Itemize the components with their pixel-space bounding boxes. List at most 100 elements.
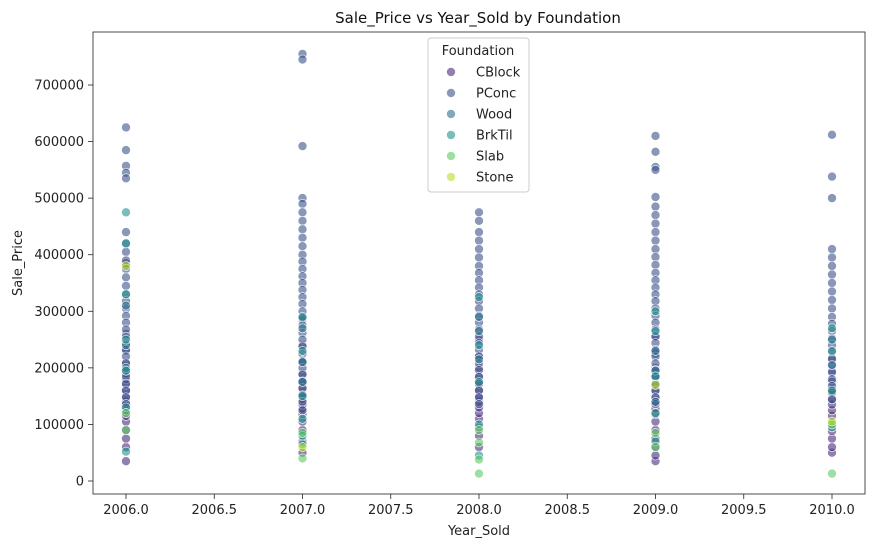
point-slab-6: [474, 437, 484, 448]
point-brktil-22: [650, 306, 661, 317]
point-pconc-34: [297, 207, 308, 218]
point-pconc-37: [297, 232, 308, 243]
legend-title: Foundation: [442, 44, 515, 59]
point-wood-7: [474, 326, 484, 336]
x-tick-label: 2010.0: [809, 503, 855, 518]
y-tick-label: 200000: [34, 361, 84, 376]
point-slab-10: [827, 468, 837, 479]
y-axis-label: Sale_Price: [11, 230, 26, 296]
point-wood-5: [297, 377, 308, 387]
point-pconc-35: [297, 216, 308, 226]
legend-label-pconc: PConc: [476, 87, 516, 102]
point-wood-6: [474, 354, 484, 365]
point-brktil-19: [650, 408, 661, 418]
point-cblock-0: [121, 456, 131, 467]
x-tick-label: 2007.0: [280, 503, 326, 518]
point-cblock-48: [650, 450, 661, 461]
legend: Foundation CBlock PConc Wood BrkTil Slab Ston…: [427, 37, 530, 193]
x-tick-label: 2007.5: [368, 503, 414, 518]
point-pconc-31: [297, 141, 308, 151]
point-stone-0: [121, 261, 131, 271]
point-pconc-65: [474, 235, 484, 246]
point-pconc-131: [827, 295, 837, 305]
point-brktil-3: [121, 334, 131, 345]
x-tick-label: 2006.5: [192, 503, 238, 518]
x-tick-label: 2008.5: [545, 503, 591, 518]
legend-label-brktil: BrkTil: [476, 129, 513, 144]
point-brktil-25: [827, 346, 837, 356]
legend-marker-stone: [446, 172, 456, 182]
point-wood-1: [121, 300, 131, 311]
point-pconc-95: [650, 210, 661, 220]
point-wood-3: [297, 357, 308, 368]
point-brktil-11: [297, 346, 308, 356]
point-pconc-89: [650, 131, 661, 141]
x-axis-label: Year_Sold: [447, 524, 510, 539]
point-pconc-66: [474, 244, 484, 254]
y-tick-label: 100000: [34, 418, 84, 433]
point-pconc-38: [297, 241, 308, 251]
legend-marker-cblock: [446, 67, 456, 77]
point-pconc-1: [121, 145, 131, 155]
point-wood-8: [474, 312, 484, 322]
point-brktil-4: [121, 289, 131, 300]
point-stone-2: [650, 379, 661, 390]
point-wood-4: [297, 323, 308, 334]
data-points: [121, 49, 837, 479]
y-tick-label: 400000: [34, 248, 84, 263]
point-slab-8: [650, 442, 661, 452]
point-brktil-26: [827, 323, 837, 334]
point-pconc-96: [650, 218, 661, 229]
point-brktil-2: [121, 365, 131, 376]
point-brktil-5: [121, 238, 131, 249]
point-pconc-125: [827, 244, 837, 254]
point-pconc-30: [297, 54, 308, 65]
point-pconc-0: [121, 122, 131, 133]
y-tick-label: 500000: [34, 192, 84, 207]
point-slab-1: [121, 408, 131, 418]
point-pconc-123: [827, 171, 837, 182]
point-wood-9: [650, 346, 661, 356]
point-pconc-11: [121, 280, 131, 291]
point-brktil-20: [650, 371, 661, 382]
point-wood-12: [827, 334, 837, 345]
point-pconc-129: [827, 278, 837, 288]
point-pconc-63: [474, 216, 484, 226]
point-cblock-64: [827, 442, 837, 452]
point-brktil-17: [474, 292, 484, 302]
point-slab-4: [474, 468, 484, 479]
point-slab-5: [474, 454, 484, 465]
point-pconc-62: [474, 207, 484, 218]
point-wood-13: [827, 360, 837, 370]
point-pconc-64: [474, 227, 484, 237]
point-pconc-132: [827, 303, 837, 314]
legend-label-cblock: CBlock: [476, 66, 521, 81]
point-slab-3: [297, 428, 308, 438]
legend-marker-wood: [446, 109, 456, 119]
point-pconc-67: [474, 252, 484, 263]
y-tick-label: 300000: [34, 305, 84, 320]
legend-label-wood: Wood: [476, 108, 512, 123]
point-brktil-10: [297, 391, 308, 401]
point-pconc-98: [650, 235, 661, 246]
point-brktil-9: [297, 413, 308, 424]
point-pconc-4: [121, 173, 131, 184]
point-brktil-15: [474, 377, 484, 387]
legend-label-slab: Slab: [476, 150, 504, 165]
x-tick-label: 2009.0: [633, 503, 679, 518]
y-tick-label: 600000: [34, 135, 84, 150]
point-pconc-10: [121, 272, 131, 283]
point-pconc-145: [827, 394, 837, 405]
x-tick-label: 2009.5: [721, 503, 767, 518]
point-pconc-128: [827, 269, 837, 280]
point-pconc-90: [650, 147, 661, 157]
point-slab-0: [121, 425, 131, 435]
x-tick-label: 2006.0: [103, 503, 149, 518]
point-cblock-2: [121, 433, 131, 444]
point-stone-3: [827, 416, 837, 427]
point-pconc-88: [474, 399, 484, 409]
point-pconc-36: [297, 224, 308, 235]
point-brktil-12: [297, 312, 308, 322]
point-pconc-127: [827, 261, 837, 271]
